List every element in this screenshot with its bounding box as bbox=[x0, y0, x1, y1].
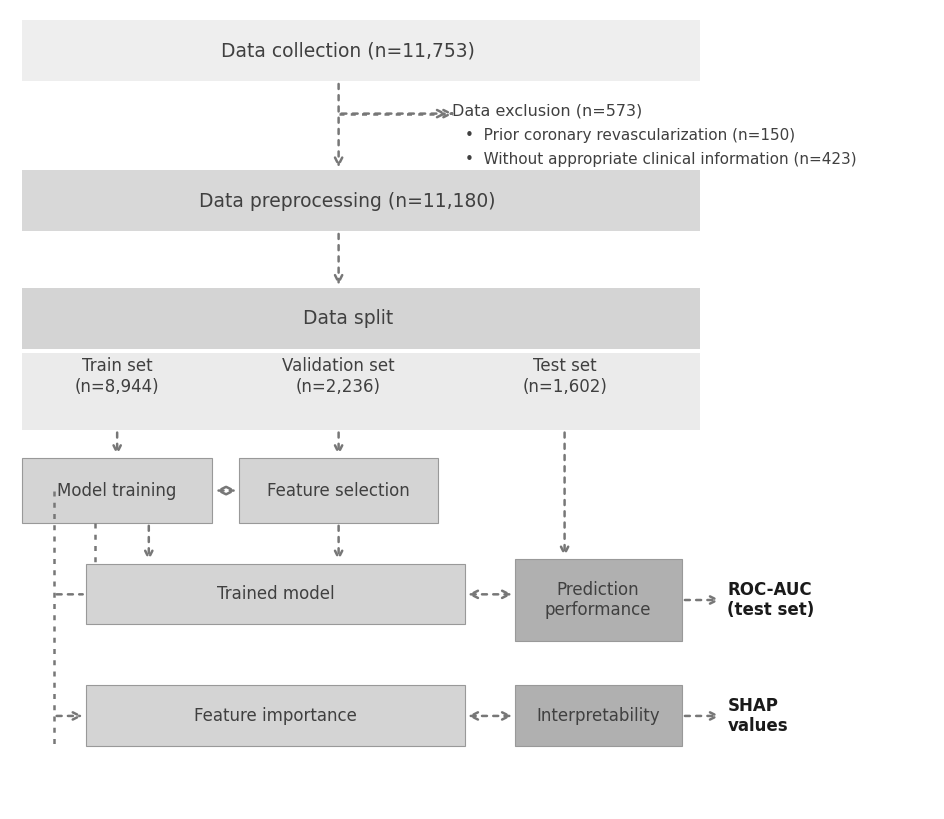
FancyBboxPatch shape bbox=[85, 686, 464, 746]
Text: Interpretability: Interpretability bbox=[535, 707, 659, 725]
Text: ROC-AUC
(test set): ROC-AUC (test set) bbox=[727, 581, 814, 619]
FancyBboxPatch shape bbox=[514, 686, 682, 746]
Text: Feature importance: Feature importance bbox=[194, 707, 357, 725]
FancyBboxPatch shape bbox=[23, 20, 700, 81]
Text: Data preprocessing (n=11,180): Data preprocessing (n=11,180) bbox=[199, 192, 496, 210]
Text: SHAP
values: SHAP values bbox=[727, 696, 787, 735]
Text: Prediction
performance: Prediction performance bbox=[544, 581, 650, 619]
FancyBboxPatch shape bbox=[85, 563, 464, 624]
FancyBboxPatch shape bbox=[23, 353, 700, 430]
Text: Validation set
(n=2,236): Validation set (n=2,236) bbox=[282, 357, 395, 396]
Text: Feature selection: Feature selection bbox=[267, 482, 410, 500]
Text: •  Prior coronary revascularization (n=150): • Prior coronary revascularization (n=15… bbox=[464, 128, 795, 143]
Text: Model training: Model training bbox=[58, 482, 177, 500]
FancyBboxPatch shape bbox=[23, 170, 700, 231]
Text: Data split: Data split bbox=[302, 310, 393, 328]
FancyBboxPatch shape bbox=[514, 559, 682, 640]
FancyBboxPatch shape bbox=[23, 458, 211, 523]
Text: Test set
(n=1,602): Test set (n=1,602) bbox=[522, 357, 606, 396]
FancyBboxPatch shape bbox=[239, 458, 438, 523]
Text: Data exclusion (n=573): Data exclusion (n=573) bbox=[451, 104, 641, 119]
Text: Train set
(n=8,944): Train set (n=8,944) bbox=[75, 357, 160, 396]
FancyBboxPatch shape bbox=[23, 288, 700, 349]
Text: •  Without appropriate clinical information (n=423): • Without appropriate clinical informati… bbox=[464, 152, 856, 167]
Text: Data collection (n=11,753): Data collection (n=11,753) bbox=[221, 42, 474, 61]
Text: Trained model: Trained model bbox=[216, 586, 334, 604]
